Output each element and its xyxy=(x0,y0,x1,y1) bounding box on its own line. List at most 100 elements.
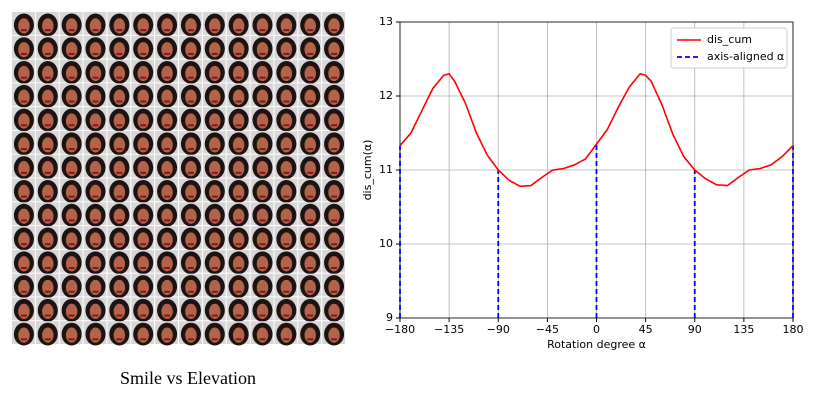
face xyxy=(65,256,78,272)
mouth xyxy=(116,76,123,79)
face xyxy=(185,113,197,129)
face xyxy=(185,327,197,343)
face xyxy=(137,113,149,129)
face xyxy=(232,279,245,296)
mouth xyxy=(235,100,242,103)
mouth xyxy=(283,76,290,79)
mouth xyxy=(235,243,242,246)
face xyxy=(42,303,54,319)
x-tick-label: −45 xyxy=(536,323,559,336)
face xyxy=(113,256,126,272)
mouth xyxy=(283,171,290,174)
face xyxy=(113,232,126,248)
mouth xyxy=(187,100,194,103)
face xyxy=(185,256,197,272)
face xyxy=(42,327,54,343)
face xyxy=(42,113,54,129)
face xyxy=(18,208,30,224)
mouth xyxy=(259,124,266,127)
face xyxy=(185,65,197,82)
face xyxy=(42,184,54,201)
face xyxy=(232,184,245,201)
face xyxy=(232,256,245,272)
face xyxy=(304,137,316,153)
face xyxy=(137,184,149,201)
face xyxy=(65,184,78,201)
mouth xyxy=(140,290,147,293)
face xyxy=(113,327,126,343)
face xyxy=(280,327,293,343)
face xyxy=(280,160,293,177)
y-axis-label: dis_cum(α) xyxy=(361,140,374,201)
mouth xyxy=(44,219,51,222)
mouth xyxy=(140,314,147,317)
face xyxy=(89,303,102,319)
face xyxy=(18,65,30,82)
mouth xyxy=(44,148,51,151)
mouth xyxy=(20,290,27,293)
face xyxy=(42,256,54,272)
mouth xyxy=(116,219,123,222)
face xyxy=(42,65,54,82)
mouth xyxy=(187,266,194,269)
mouth xyxy=(116,290,123,293)
face xyxy=(18,232,30,248)
face xyxy=(304,303,316,319)
face xyxy=(280,113,293,129)
mouth xyxy=(211,29,218,32)
mouth xyxy=(68,29,75,32)
face xyxy=(328,160,340,177)
mouth xyxy=(92,314,99,317)
face xyxy=(256,232,269,248)
face xyxy=(89,184,102,201)
face xyxy=(256,160,269,177)
face xyxy=(161,42,173,58)
mouth xyxy=(44,314,51,317)
mouth xyxy=(187,29,194,32)
mouth xyxy=(116,314,123,317)
face xyxy=(42,89,54,105)
face xyxy=(113,279,126,296)
face xyxy=(161,65,173,82)
mouth xyxy=(20,338,27,341)
face xyxy=(209,113,221,129)
mouth xyxy=(283,266,290,269)
mouth xyxy=(140,29,147,32)
face xyxy=(232,160,245,177)
mouth xyxy=(259,219,266,222)
mouth xyxy=(331,219,338,222)
face xyxy=(280,18,293,34)
face xyxy=(65,113,78,129)
mouth xyxy=(92,290,99,293)
mouth xyxy=(68,171,75,174)
mouth xyxy=(211,195,218,198)
face xyxy=(113,113,126,129)
mouth xyxy=(20,195,27,198)
series-line xyxy=(399,72,794,188)
mouth xyxy=(331,195,338,198)
face xyxy=(161,303,173,319)
mouth xyxy=(235,148,242,151)
face xyxy=(256,42,269,58)
mouth xyxy=(283,52,290,55)
face xyxy=(328,303,340,319)
mouth xyxy=(140,100,147,103)
mouth xyxy=(164,219,171,222)
mouth xyxy=(44,338,51,341)
legend-label: dis_cum xyxy=(707,33,752,46)
mouth xyxy=(235,124,242,127)
face xyxy=(304,160,316,177)
x-tick-label: 90 xyxy=(688,323,702,336)
mouth xyxy=(44,29,51,32)
face xyxy=(328,208,340,224)
mouth xyxy=(20,100,27,103)
face xyxy=(137,279,149,296)
mouth xyxy=(187,195,194,198)
face xyxy=(65,65,78,82)
mouth xyxy=(92,124,99,127)
face xyxy=(304,184,316,201)
mouth xyxy=(187,76,194,79)
face xyxy=(18,42,30,58)
mouth xyxy=(140,338,147,341)
mouth xyxy=(283,29,290,32)
